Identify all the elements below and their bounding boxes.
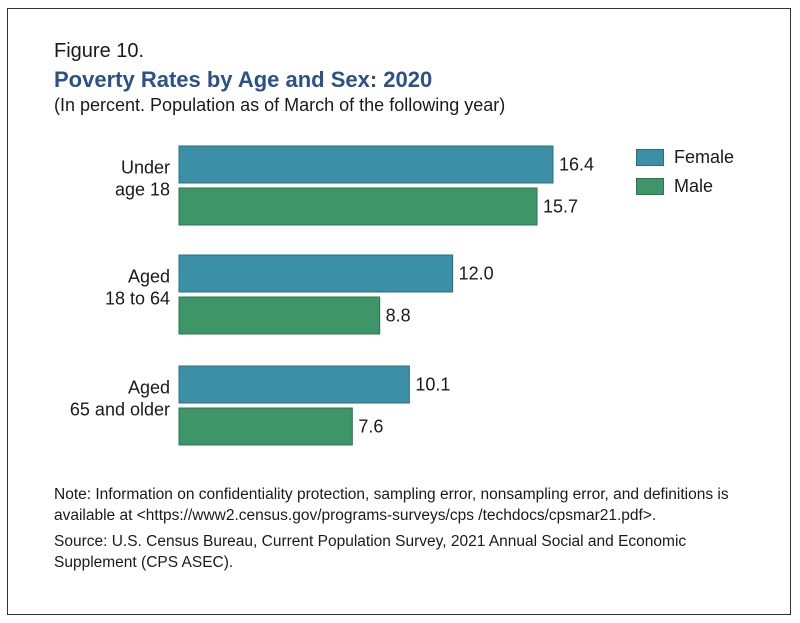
data-label-male: 8.8	[386, 306, 411, 326]
source-text: Source: U.S. Census Bureau, Current Popu…	[54, 533, 687, 571]
bar-female	[178, 365, 410, 404]
chart-subtitle: (In percent. Population as of March of t…	[54, 95, 506, 115]
category-label: Under age 18	[115, 158, 170, 200]
legend-swatch-female	[636, 149, 664, 166]
bar-male	[178, 187, 538, 226]
category-label: Aged 65 and older	[70, 378, 170, 420]
legend-item-female: Female	[636, 143, 734, 172]
legend-item-male: Male	[636, 172, 734, 201]
footnotes: Note: Information on confidentiality pro…	[54, 484, 744, 578]
legend-swatch-male	[636, 178, 664, 195]
data-label-female: 16.4	[559, 155, 594, 175]
data-label-female: 10.1	[415, 375, 450, 395]
legend-label-male: Male	[674, 176, 714, 196]
legend-label-female: Female	[674, 147, 735, 167]
legend: Female Male	[636, 143, 734, 201]
chart-title: Poverty Rates by Age and Sex: 2020	[54, 67, 433, 92]
bar-female	[178, 145, 554, 184]
bar-male	[178, 296, 381, 335]
figure-number: Figure 10.	[54, 40, 145, 62]
category-label: Aged 18 to 64	[105, 267, 170, 309]
note-text: Note: Information on confidentiality pro…	[54, 486, 729, 524]
figure-frame	[7, 8, 791, 615]
data-label-male: 15.7	[543, 197, 578, 217]
data-label-male: 7.6	[358, 417, 383, 437]
bar-male	[178, 407, 353, 446]
bar-female	[178, 254, 454, 293]
data-label-female: 12.0	[459, 264, 494, 284]
